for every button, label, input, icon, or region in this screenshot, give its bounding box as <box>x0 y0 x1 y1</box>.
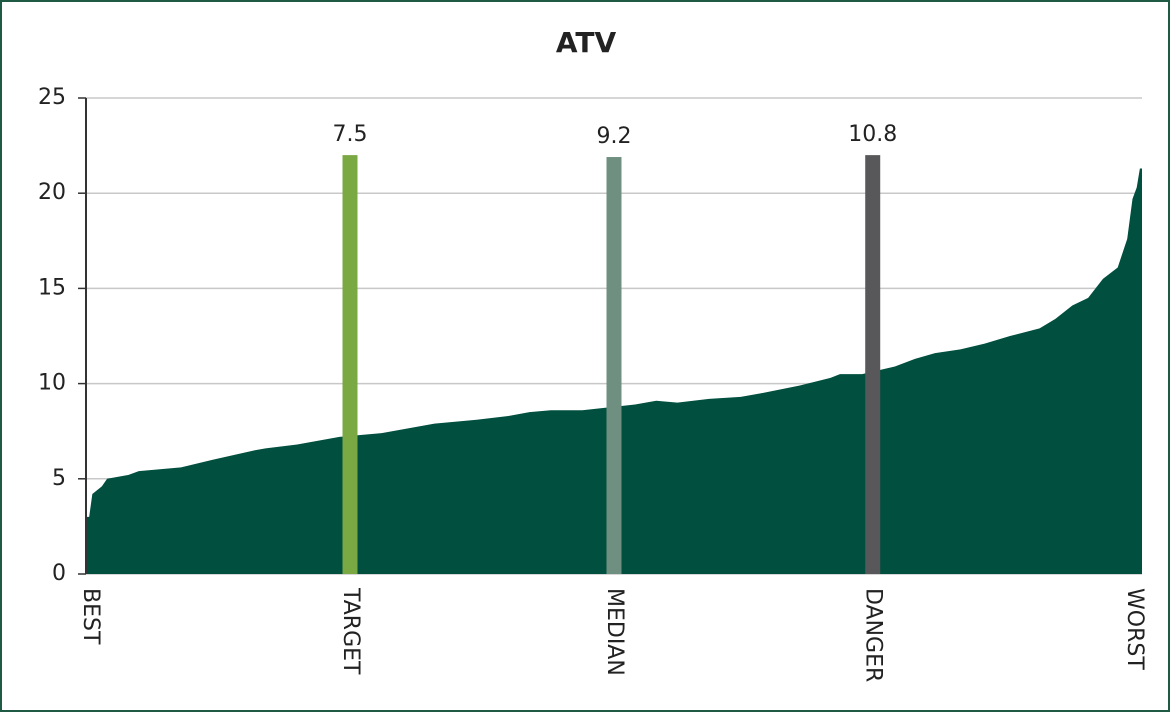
y-tick-label: 10 <box>38 371 66 396</box>
reference-bar <box>606 157 622 575</box>
reference-bar <box>865 155 881 574</box>
y-tick-label: 0 <box>52 561 66 586</box>
x-tick-label: TARGET <box>338 587 363 675</box>
y-tick-label: 5 <box>52 466 66 491</box>
reference-label: 10.8 <box>848 122 897 147</box>
y-tick-label: 25 <box>38 85 66 110</box>
x-tick-label: DANGER <box>861 588 886 682</box>
reference-bar <box>342 155 358 574</box>
chart-title: ATV <box>556 26 617 59</box>
x-tick-label: WORST <box>1122 588 1147 670</box>
reference-label: 7.5 <box>333 122 368 147</box>
y-tick-label: 15 <box>38 275 66 300</box>
x-tick-label: BEST <box>78 588 103 645</box>
y-tick-label: 20 <box>38 180 66 205</box>
x-tick-label: MEDIAN <box>602 588 627 676</box>
reference-label: 9.2 <box>597 124 632 149</box>
